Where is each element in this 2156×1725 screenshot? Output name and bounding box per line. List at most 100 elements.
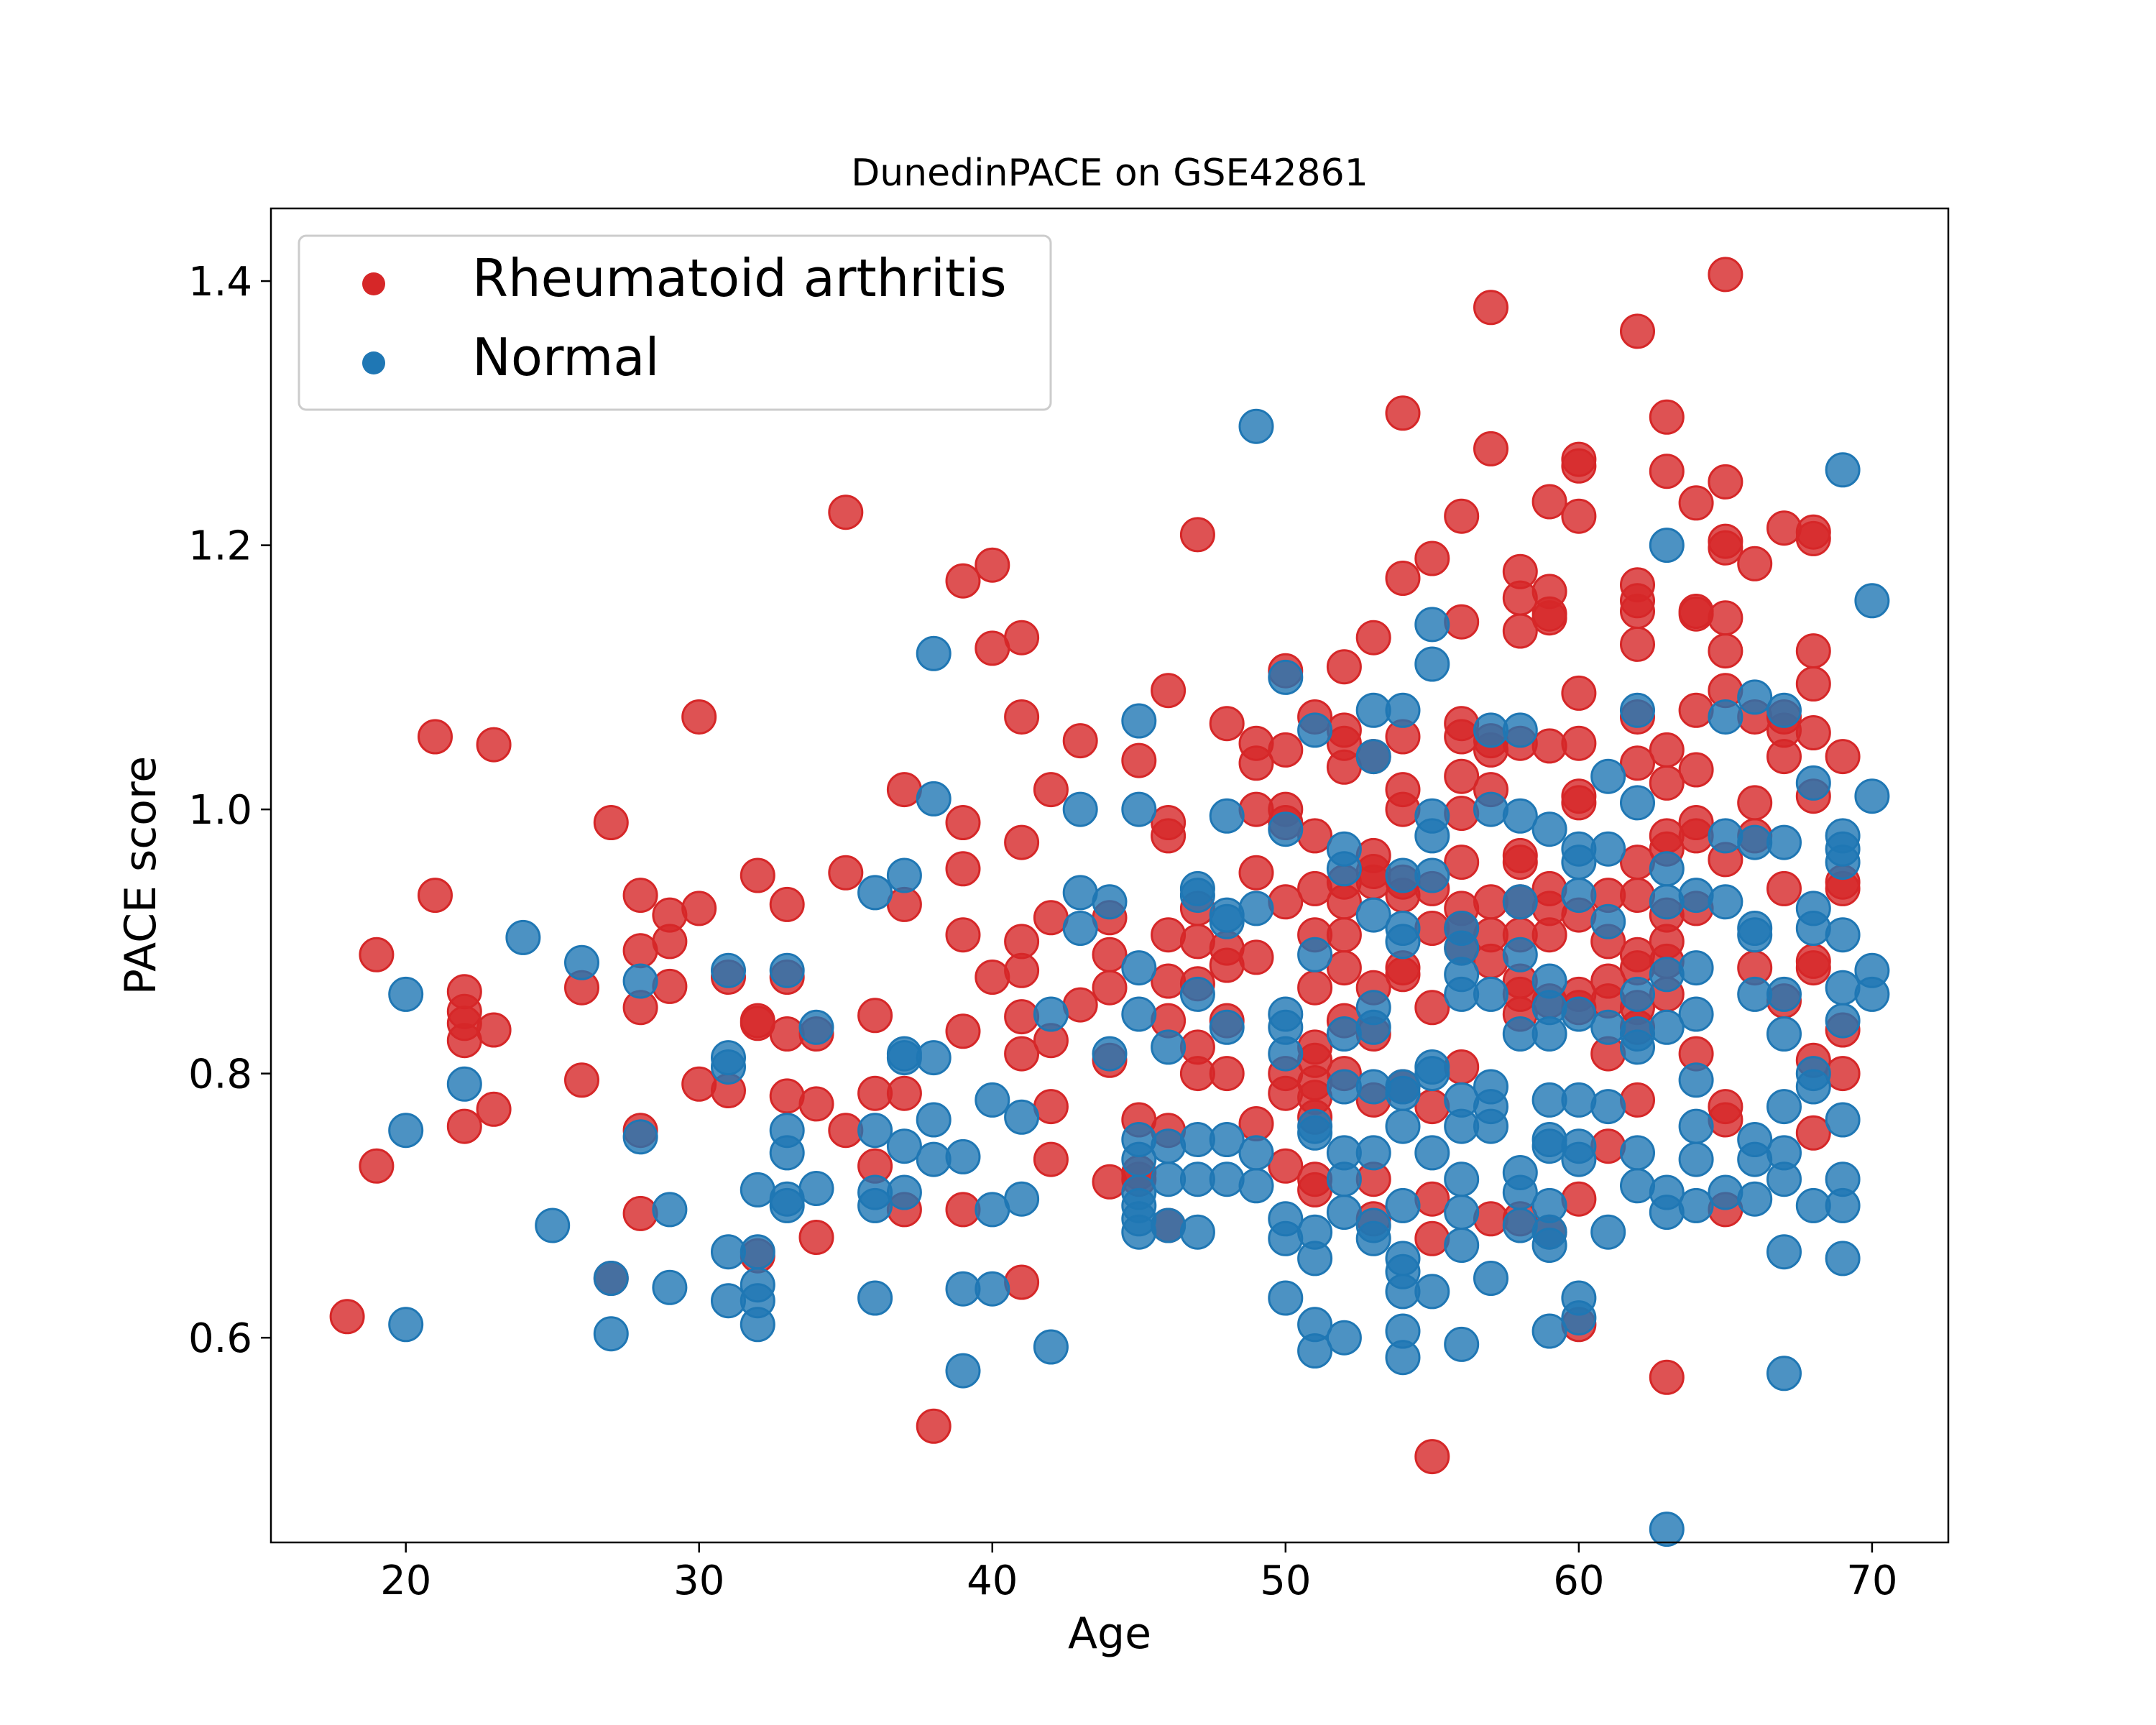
y-axis-label: PACE score (116, 756, 166, 995)
data-point (1268, 659, 1304, 695)
data-point (505, 919, 541, 955)
data-point (1297, 937, 1333, 972)
data-point (1590, 1009, 1626, 1045)
data-point (1649, 1195, 1685, 1230)
data-point (1355, 739, 1391, 775)
data-point (1209, 903, 1245, 939)
data-point (1209, 798, 1245, 834)
data-point (975, 630, 1010, 666)
data-point (1033, 1141, 1069, 1177)
data-point (1326, 917, 1362, 953)
data-point (1414, 1220, 1450, 1256)
data-point (535, 1208, 571, 1243)
data-point (1561, 996, 1597, 1032)
y-tick-label: 0.8 (188, 1052, 252, 1098)
data-point (1766, 692, 1802, 728)
plot-frame (270, 207, 1950, 1544)
data-point (945, 1353, 981, 1389)
legend-frame (298, 234, 1052, 411)
data-point (1238, 745, 1274, 781)
data-point (1179, 976, 1215, 1012)
chart-title: DunedinPACE on GSE42861 (851, 152, 1368, 195)
data-point (1531, 484, 1567, 520)
data-point (1795, 1115, 1831, 1151)
data-point (1825, 1003, 1861, 1039)
data-point (886, 857, 922, 893)
data-point (1708, 1102, 1743, 1138)
data-point (652, 1192, 688, 1228)
data-point (1854, 976, 1890, 1012)
data-point (446, 1023, 482, 1059)
data-point (886, 1040, 922, 1076)
data-point (1326, 1016, 1362, 1052)
data-point (446, 1066, 482, 1102)
data-point (1179, 1162, 1215, 1197)
data-point (681, 699, 717, 735)
data-point (1385, 561, 1421, 596)
data-point (1297, 1172, 1333, 1208)
data-point (1151, 917, 1187, 953)
data-point (769, 952, 805, 988)
data-point (711, 1234, 746, 1270)
data-point (1297, 1333, 1333, 1368)
data-point (1326, 1162, 1362, 1197)
data-point (1620, 1135, 1655, 1171)
data-point (1473, 1108, 1508, 1144)
data-point (1766, 1089, 1802, 1125)
data-point (1385, 924, 1421, 960)
data-point (1620, 594, 1655, 629)
data-point (1502, 798, 1538, 834)
data-point (1062, 911, 1098, 946)
data-point (1649, 884, 1685, 920)
data-point (652, 924, 688, 960)
data-point (798, 1220, 834, 1255)
data-point (622, 1195, 658, 1231)
data-point (1825, 970, 1861, 1006)
data-point (1678, 818, 1714, 854)
data-point (1151, 1029, 1187, 1065)
data-point (945, 805, 981, 840)
data-point (1209, 1162, 1245, 1197)
data-point (1649, 528, 1685, 564)
x-axis-ticks: 20 30 40 50 60 70 (380, 1542, 1898, 1604)
data-point (945, 1013, 981, 1049)
data-point (1179, 1122, 1215, 1157)
data-point (740, 1307, 775, 1343)
data-point (886, 1075, 922, 1111)
data-point (476, 1012, 512, 1048)
data-point (1795, 666, 1831, 702)
data-point (1737, 824, 1773, 860)
data-point (1678, 878, 1714, 914)
data-point (564, 1062, 599, 1098)
data-point (1473, 712, 1508, 748)
data-point (418, 719, 453, 755)
data-point (1531, 1016, 1567, 1052)
data-point (1414, 818, 1450, 854)
data-point (1620, 1029, 1655, 1065)
x-tick-label: 50 (1260, 1558, 1311, 1604)
data-point (1004, 620, 1040, 656)
data-point (1444, 976, 1480, 1012)
data-point (652, 968, 688, 1004)
data-point (593, 1261, 629, 1296)
data-point (1561, 878, 1597, 914)
data-point (1268, 1220, 1304, 1256)
data-point (1649, 957, 1685, 993)
data-point (769, 1187, 805, 1223)
data-point (1531, 1313, 1567, 1349)
data-point (1414, 540, 1450, 576)
data-point (1355, 1220, 1391, 1256)
data-point (1151, 818, 1187, 854)
data-point (1678, 596, 1714, 632)
data-point (1062, 875, 1098, 911)
series-normal (388, 408, 1890, 1547)
x-tick-label: 20 (380, 1558, 431, 1604)
data-point (1179, 517, 1215, 553)
data-point (1620, 313, 1655, 349)
data-point (1004, 999, 1040, 1035)
data-point (857, 998, 893, 1034)
data-point (652, 1269, 688, 1305)
data-point (1825, 739, 1861, 775)
data-point (1502, 884, 1538, 920)
data-point (1678, 1187, 1714, 1223)
